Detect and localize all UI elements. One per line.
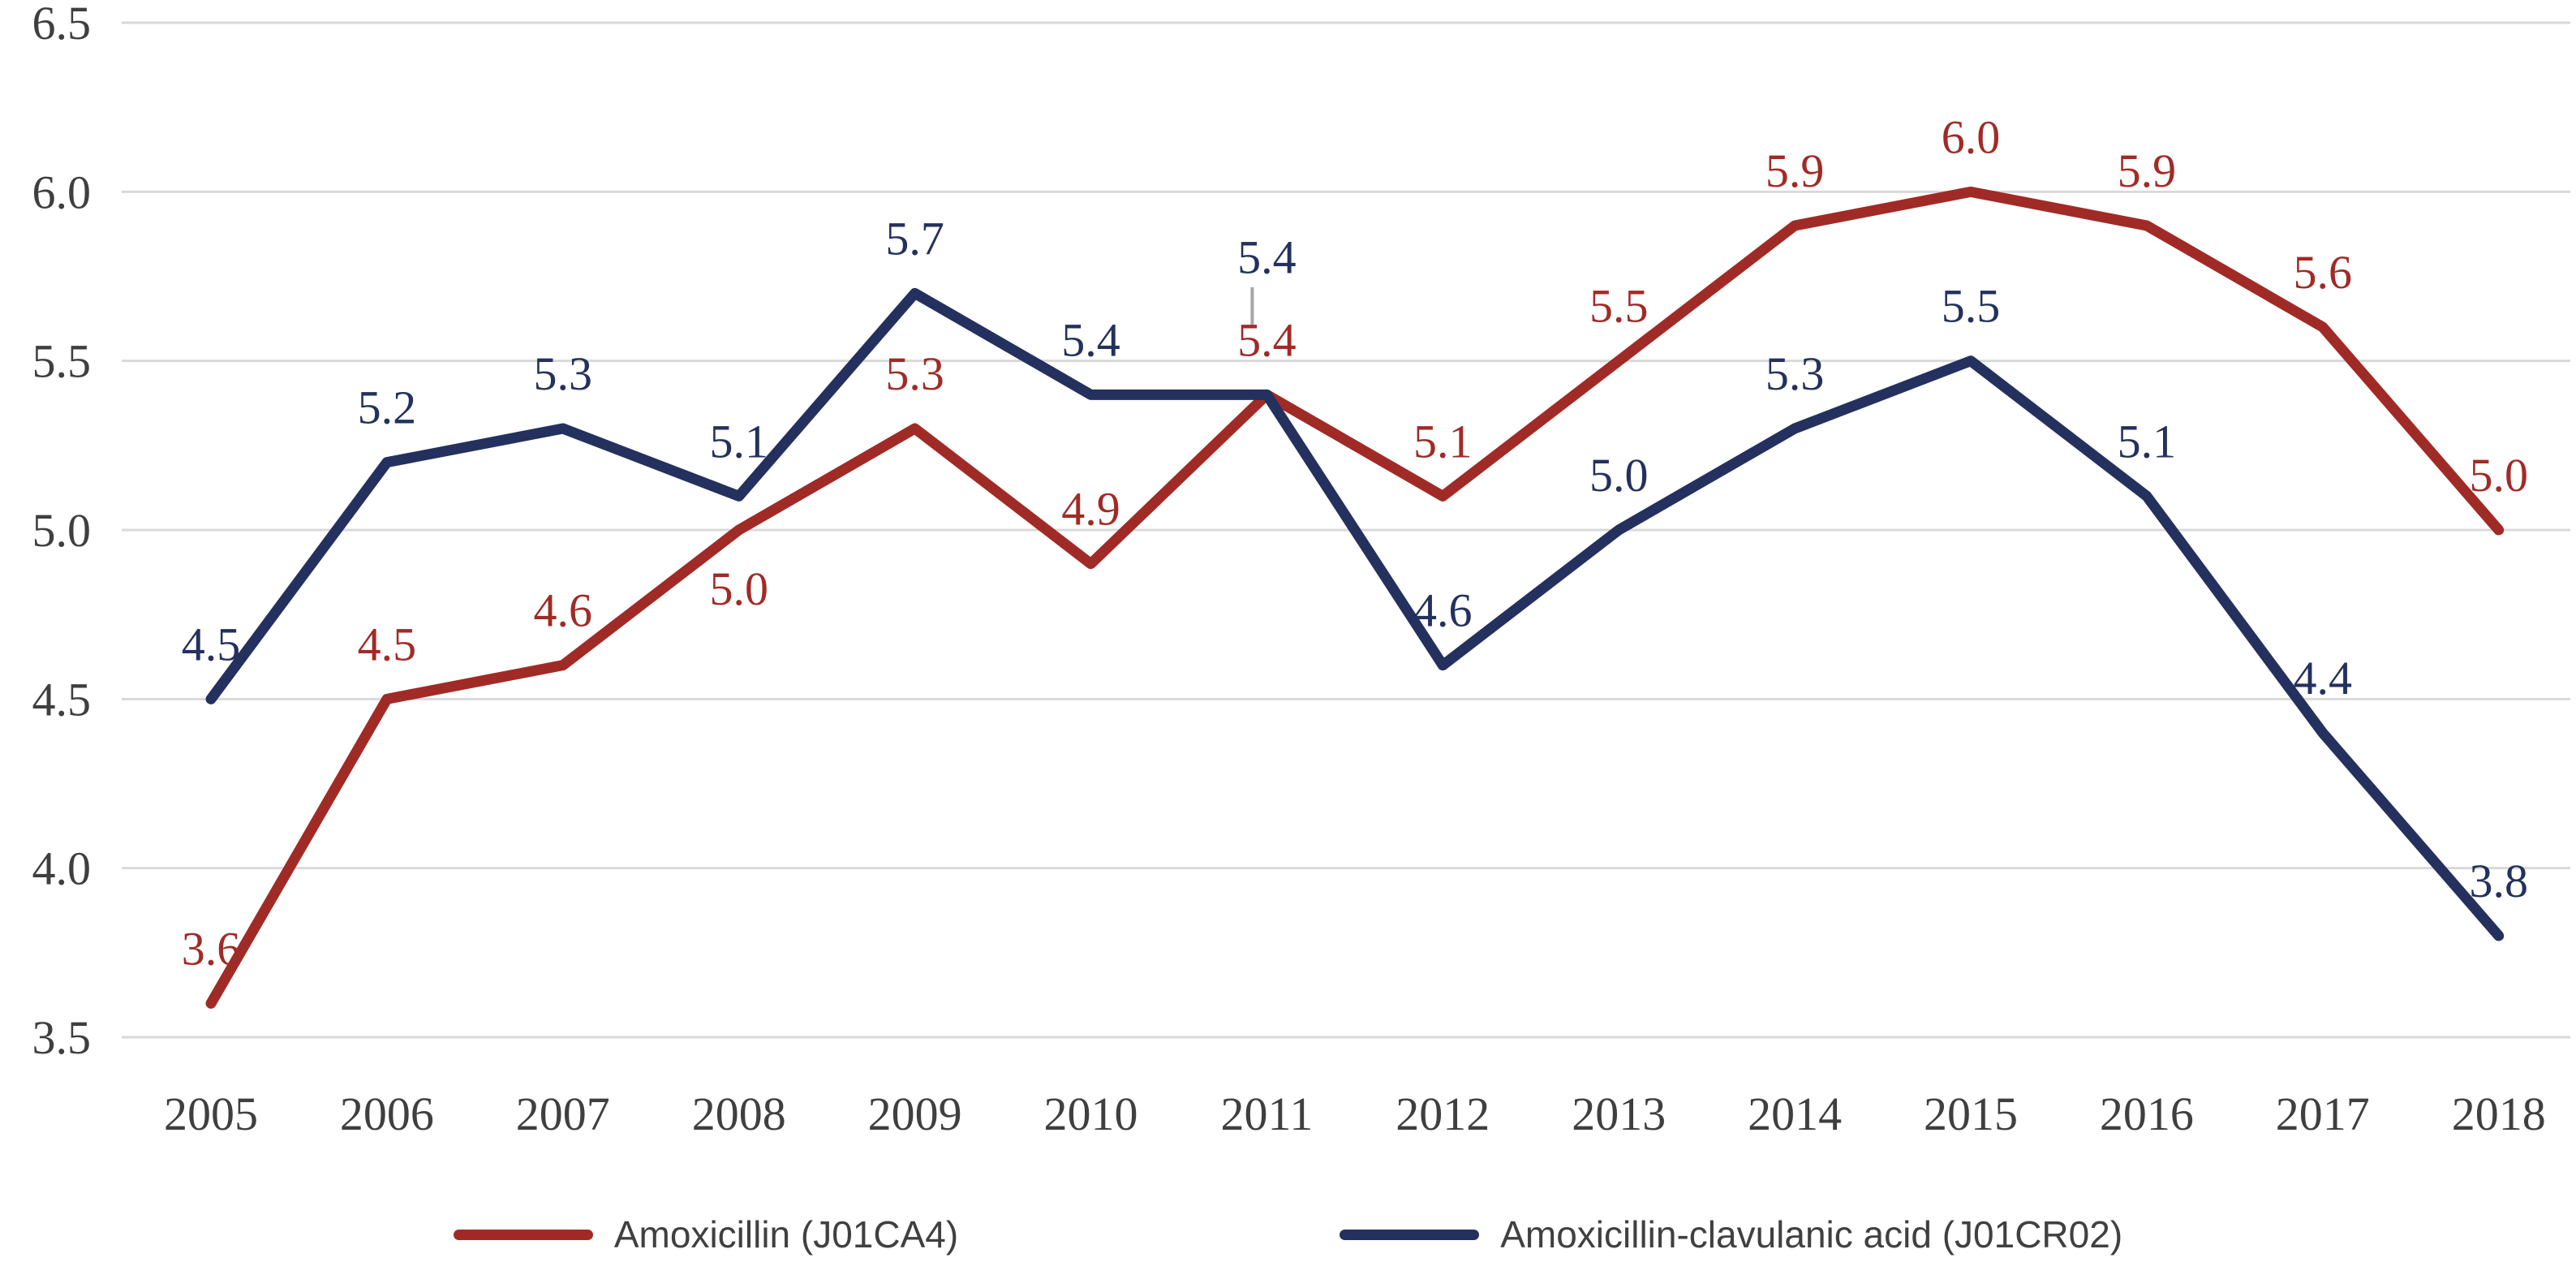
- x-axis-tick-label: 2010: [1044, 1088, 1138, 1140]
- data-label: 5.4: [1061, 313, 1120, 366]
- x-axis-tick-label: 2017: [2276, 1088, 2370, 1140]
- data-label: 5.4: [1237, 313, 1297, 366]
- x-axis-tick-label: 2005: [164, 1088, 258, 1140]
- chart-legend: Amoxicillin (J01CA4) Amoxicillin-clavula…: [0, 1208, 2576, 1261]
- data-label: 5.1: [2118, 415, 2177, 467]
- data-label: 5.1: [1413, 415, 1473, 467]
- x-axis-tick-label: 2007: [516, 1088, 610, 1140]
- x-axis-tick-label: 2013: [1572, 1088, 1666, 1140]
- data-label: 5.0: [2469, 449, 2528, 502]
- data-label: 5.3: [534, 347, 593, 400]
- data-label: 5.6: [2294, 246, 2353, 299]
- data-label: 5.9: [1765, 144, 1825, 197]
- y-axis-tick-label: 5.5: [32, 335, 92, 388]
- data-label: 3.8: [2469, 855, 2528, 907]
- data-label: 4.5: [358, 618, 417, 670]
- legend-label-amoxicillin-clavulanic: Amoxicillin-clavulanic acid (J01CR02): [1500, 1213, 2123, 1256]
- data-label: 6.0: [1942, 110, 2001, 163]
- legend-line-swatch-amoxicillin-clavulanic: [1340, 1229, 1480, 1240]
- data-label: 5.0: [709, 562, 768, 615]
- x-axis-tick-label: 2015: [1924, 1088, 2018, 1140]
- x-axis-tick-label: 2006: [340, 1088, 434, 1140]
- data-label: 5.1: [709, 415, 768, 467]
- data-label: 4.5: [182, 618, 241, 670]
- y-axis-tick-label: 4.0: [32, 842, 92, 895]
- x-axis-tick-label: 2011: [1220, 1088, 1313, 1140]
- x-axis-tick-label: 2014: [1748, 1088, 1842, 1140]
- data-label: 4.9: [1061, 483, 1120, 536]
- x-axis-tick-label: 2009: [868, 1088, 962, 1140]
- x-axis-tick-label: 2016: [2100, 1088, 2194, 1140]
- y-axis-tick-label: 6.0: [32, 166, 92, 218]
- series-line-0: [205, 186, 2505, 1009]
- y-axis-tick-label: 6.5: [32, 0, 92, 50]
- data-label: 5.5: [1942, 280, 2001, 333]
- data-label: 3.6: [182, 922, 241, 975]
- y-axis-tick-label: 5.0: [32, 504, 92, 557]
- data-label: 5.9: [2118, 144, 2177, 197]
- x-axis-tick-label: 2012: [1396, 1088, 1490, 1140]
- data-label: 4.4: [2294, 652, 2353, 704]
- y-axis-tick-label: 4.5: [32, 673, 92, 726]
- data-label: 5.0: [1589, 449, 1649, 502]
- y-axis-tick-label: 3.5: [32, 1011, 92, 1064]
- legend-item-amoxicillin: Amoxicillin (J01CA4): [453, 1213, 959, 1256]
- legend-line-swatch-amoxicillin: [453, 1229, 593, 1240]
- legend-label-amoxicillin: Amoxicillin (J01CA4): [613, 1213, 959, 1256]
- data-label: 4.6: [1413, 584, 1473, 637]
- data-label: 4.6: [534, 584, 593, 637]
- data-label: 5.2: [358, 381, 417, 434]
- legend-item-amoxicillin-clavulanic: Amoxicillin-clavulanic acid (J01CR02): [1340, 1213, 2122, 1256]
- series-line-1: [205, 287, 2505, 941]
- data-label: 5.5: [1589, 280, 1649, 333]
- data-label: 5.3: [1765, 347, 1825, 400]
- data-label: 5.3: [885, 347, 944, 400]
- data-label: 5.4: [1237, 230, 1297, 283]
- data-label: 5.7: [885, 212, 944, 265]
- x-axis-tick-label: 2008: [692, 1088, 786, 1140]
- x-axis-tick-label: 2018: [2452, 1088, 2546, 1140]
